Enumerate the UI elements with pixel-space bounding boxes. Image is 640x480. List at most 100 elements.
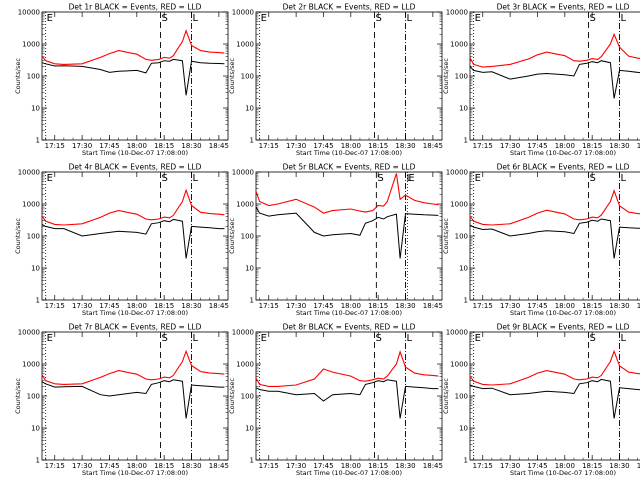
y-axis-label: Counts/sec xyxy=(228,218,236,254)
series-events-line xyxy=(41,218,225,259)
y-tick-label: 1 xyxy=(464,137,468,145)
series-events-line xyxy=(469,60,640,99)
x-tick-label: 18:45 xyxy=(423,302,443,310)
y-tick-label: 1000 xyxy=(450,201,468,209)
x-tick-label: 17:30 xyxy=(72,462,92,470)
panel-6: Det 6r BLACK = Events, RED = LLD 1 10 100 10… xyxy=(442,163,640,317)
series-lld-line xyxy=(255,173,439,214)
x-axis-label: Start Time (10-Dec-07 17:08:00) xyxy=(296,149,402,157)
x-axis-label: Start Time (10-Dec-07 17:08:00) xyxy=(82,309,188,317)
y-tick-label: 1000 xyxy=(450,361,468,369)
x-tick-label: 18:30 xyxy=(181,462,201,470)
y-tick-label: 10000 xyxy=(18,9,40,17)
panel-5: Det 5r BLACK = Events, RED = LLD 1 10 100 10… xyxy=(228,163,443,318)
y-axis-label: Counts/sec xyxy=(14,218,22,254)
x-tick-label: 17:30 xyxy=(286,462,306,470)
y-tick-label: 10 xyxy=(31,105,40,113)
y-axis-label: Counts/sec xyxy=(14,378,22,414)
plot-frame xyxy=(41,171,229,301)
y-tick-label: 10000 xyxy=(18,329,40,337)
x-tick-label: 17:30 xyxy=(500,462,520,470)
panel-title: Det 5r BLACK = Events, RED = LLD xyxy=(283,163,416,172)
y-tick-label: 10 xyxy=(459,105,468,113)
x-tick-label: 17:45 xyxy=(313,462,333,470)
y-tick-label: 1000 xyxy=(236,201,254,209)
series-lld-line xyxy=(41,188,225,226)
x-tick-label: 18:15 xyxy=(582,462,602,470)
x-tick-label: 18:45 xyxy=(637,462,640,470)
x-axis-label: Start Time (10-Dec-07 17:08:00) xyxy=(510,149,616,157)
x-tick-label: 18:15 xyxy=(582,142,602,150)
panel-2: Det 2r BLACK = Events, RED = LLD 1 10 100 10… xyxy=(228,3,443,158)
x-tick-label: 17:45 xyxy=(313,302,333,310)
y-tick-label: 100 xyxy=(27,233,40,241)
x-tick-label: 18:30 xyxy=(181,142,201,150)
x-tick-label: 18:00 xyxy=(555,462,575,470)
plot-frame xyxy=(469,11,640,141)
y-tick-label: 10 xyxy=(245,425,254,433)
panel-title: Det 7r BLACK = Events, RED = LLD xyxy=(69,323,202,332)
x-tick-label: 17:45 xyxy=(527,142,547,150)
marker-S-label: S xyxy=(376,333,382,344)
x-tick-label: 17:15 xyxy=(259,462,279,470)
series-events-line xyxy=(255,379,439,419)
y-tick-label: 10000 xyxy=(18,169,40,177)
y-tick-label: 1000 xyxy=(22,41,40,49)
marker-L-label: L xyxy=(621,13,627,24)
x-tick-label: 18:00 xyxy=(341,462,361,470)
y-tick-label: 10 xyxy=(459,265,468,273)
y-tick-label: 100 xyxy=(27,393,40,401)
marker-S-label: S xyxy=(162,333,168,344)
x-tick-label: 18:00 xyxy=(127,302,147,310)
marker-S-label: S xyxy=(377,173,383,184)
marker-L-label: L xyxy=(407,173,413,184)
x-tick-label: 18:45 xyxy=(209,302,229,310)
panel-title: Det 8r BLACK = Events, RED = LLD xyxy=(283,323,416,332)
marker-E-label: E xyxy=(47,13,53,24)
series-events-line xyxy=(41,58,225,96)
x-tick-label: 18:15 xyxy=(582,302,602,310)
x-tick-label: 18:45 xyxy=(209,462,229,470)
marker-L-label: L xyxy=(407,13,413,24)
x-axis-label: Start Time (10-Dec-07 17:08:00) xyxy=(82,149,188,157)
x-tick-label: 18:30 xyxy=(609,302,629,310)
x-tick-label: 17:30 xyxy=(286,142,306,150)
x-tick-label: 17:30 xyxy=(286,302,306,310)
marker-S-label: S xyxy=(590,13,596,24)
y-tick-label: 1000 xyxy=(236,361,254,369)
y-tick-label: 1000 xyxy=(236,41,254,49)
marker-E-label: E xyxy=(47,173,53,184)
y-tick-label: 100 xyxy=(241,73,254,81)
x-tick-label: 18:15 xyxy=(154,462,174,470)
x-tick-label: 18:00 xyxy=(555,142,575,150)
x-tick-label: 18:15 xyxy=(154,302,174,310)
y-tick-label: 100 xyxy=(455,393,468,401)
marker-E-label: E xyxy=(408,173,414,184)
marker-S-label: S xyxy=(590,173,596,184)
x-tick-label: 18:45 xyxy=(423,462,443,470)
panel-title: Det 9r BLACK = Events, RED = LLD xyxy=(497,323,630,332)
series-lld-line xyxy=(41,29,225,65)
x-tick-label: 18:45 xyxy=(423,142,443,150)
x-tick-label: 17:45 xyxy=(527,462,547,470)
y-tick-label: 1 xyxy=(36,137,40,145)
y-tick-label: 10 xyxy=(245,105,254,113)
y-tick-label: 100 xyxy=(27,73,40,81)
x-tick-label: 18:45 xyxy=(209,142,229,150)
plot-frame xyxy=(255,331,443,461)
y-tick-label: 1000 xyxy=(22,201,40,209)
y-tick-label: 10 xyxy=(459,425,468,433)
x-axis-label: Start Time (10-Dec-07 17:08:00) xyxy=(82,469,188,477)
y-axis-label: Counts/sec xyxy=(442,218,450,254)
x-tick-label: 17:15 xyxy=(259,142,279,150)
marker-L-label: L xyxy=(193,173,199,184)
marker-S-label: S xyxy=(162,173,168,184)
marker-L-label: L xyxy=(407,333,413,344)
x-tick-label: 17:15 xyxy=(45,462,65,470)
x-tick-label: 18:45 xyxy=(637,142,640,150)
y-tick-label: 10000 xyxy=(232,9,254,17)
marker-E-label: E xyxy=(261,333,267,344)
x-tick-label: 18:45 xyxy=(637,302,640,310)
y-axis-label: Counts/sec xyxy=(228,58,236,94)
